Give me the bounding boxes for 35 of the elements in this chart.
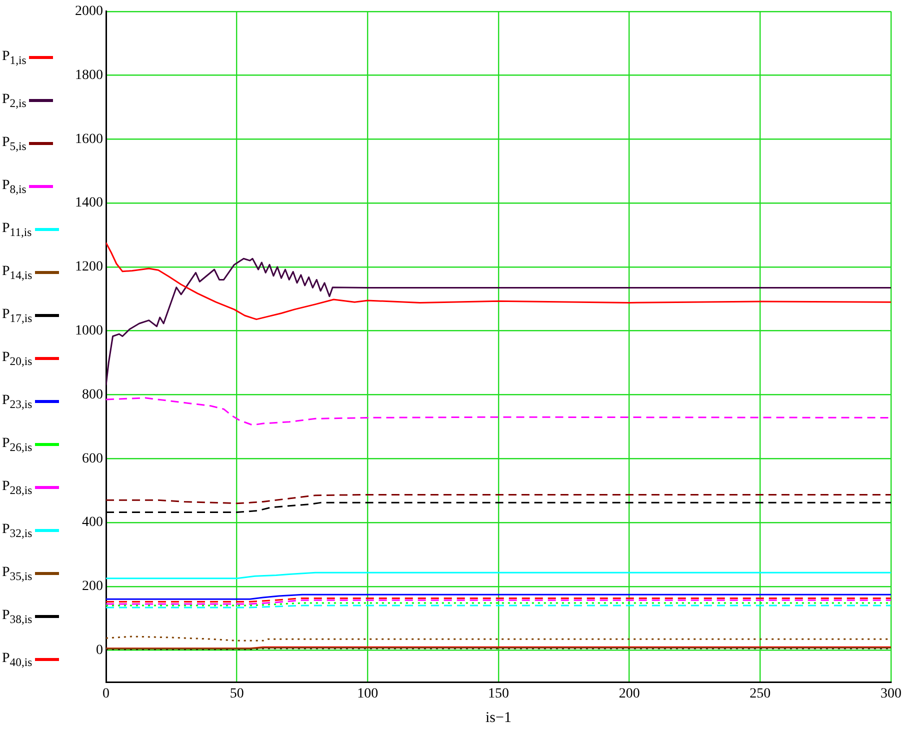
legend-label: P$_{40,is}$: [2, 650, 32, 668]
y-tick-label: 800: [82, 387, 103, 402]
x-tick-label: 200: [618, 686, 640, 702]
x-axis-title: is−1: [486, 710, 512, 726]
x-tick-label: 250: [750, 686, 771, 702]
x-tick-label: 300: [880, 686, 902, 702]
x-tick-label: 100: [357, 686, 378, 702]
legend-label: P$_{14,is}$: [2, 264, 32, 282]
y-tick-label: 1400: [75, 196, 103, 211]
line-series: [106, 494, 891, 504]
x-tick-label: 50: [230, 686, 244, 702]
legend-label: P$_{11,is}$: [2, 220, 32, 238]
legend-label: P$_{28,is}$: [2, 478, 32, 496]
y-tick-label: 2000: [75, 4, 103, 20]
legend-label: P$_{35,is}$: [2, 564, 32, 582]
y-tick-label: 0: [96, 642, 103, 658]
y-tick-label: 1800: [75, 68, 103, 83]
legend-label: P$_{26,is}$: [2, 436, 32, 454]
legend-label: P$_{1,is}$: [2, 48, 26, 66]
y-tick-label: 200: [82, 579, 103, 594]
legend-label: P$_{20,is}$: [2, 350, 32, 368]
y-tick-label: 1000: [75, 324, 103, 338]
x-tick-label: 150: [488, 686, 509, 702]
y-tick-label: 400: [82, 515, 103, 530]
legend-label: P$_{2,is}$: [2, 92, 26, 110]
y-tick-label: 1200: [75, 260, 103, 275]
legend-label: P$_{23,is}$: [2, 392, 32, 410]
line-series: [106, 397, 891, 426]
y-tick-label: 1600: [75, 132, 103, 147]
legend-label: P$_{17,is}$: [2, 306, 32, 324]
legend-label: P$_{5,is}$: [2, 134, 26, 152]
legend-label: P$_{8,is}$: [2, 178, 26, 196]
legend-label: P$_{38,is}$: [2, 608, 32, 626]
y-tick-label: 600: [82, 451, 103, 466]
legend-label: P$_{32,is}$: [2, 522, 32, 540]
